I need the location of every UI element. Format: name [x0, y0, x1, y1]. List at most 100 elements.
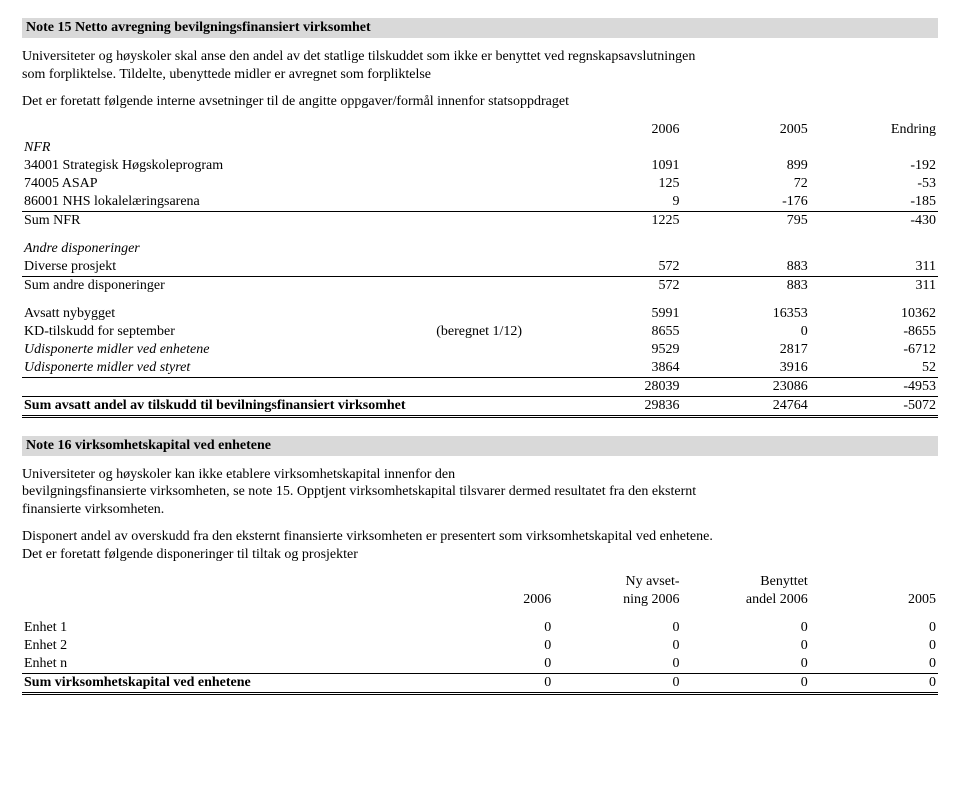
cell-mid — [434, 359, 553, 378]
row-label: Udisponerte midler ved enhetene — [22, 341, 434, 359]
cell: 9529 — [553, 341, 681, 359]
table-row: Enhet 2 0 0 0 0 — [22, 637, 938, 655]
andre-sum-row: Sum andre disponeringer 572 883 311 — [22, 276, 938, 295]
cell: 0 — [553, 674, 681, 694]
cell: 52 — [810, 359, 938, 378]
cell: 572 — [553, 276, 681, 295]
nfr-sum-row: Sum NFR 1225 795 -430 — [22, 211, 938, 230]
note16-para2b: Det er foretatt følgende disponeringer t… — [22, 547, 358, 562]
cell: 0 — [810, 637, 938, 655]
col-benyttet-b: andel 2006 — [682, 591, 810, 609]
avsatt-total-row: Sum avsatt andel av tilskudd til bevilni… — [22, 396, 938, 416]
row-label: 74005 ASAP — [22, 175, 434, 193]
cell: -5072 — [810, 396, 938, 416]
cell: -185 — [810, 193, 938, 212]
note16-para2a: Disponert andel av overskudd fra den eks… — [22, 529, 713, 544]
note15-para1: Universiteter og høyskoler skal anse den… — [22, 48, 938, 83]
cell: 311 — [810, 276, 938, 295]
andre-heading: Andre disponeringer — [22, 240, 434, 258]
table-row: 34001 Strategisk Høgskoleprogram 1091 89… — [22, 157, 938, 175]
row-label: Sum NFR — [22, 211, 434, 230]
cell: 883 — [682, 276, 810, 295]
cell-mid — [434, 341, 553, 359]
table-row: 86001 NHS lokalelæringsarena 9 -176 -185 — [22, 193, 938, 212]
note16-header-row2: 2006 ning 2006 andel 2006 2005 — [22, 591, 938, 609]
cell: 1091 — [553, 157, 681, 175]
cell: 572 — [553, 258, 681, 277]
table-row: Udisponerte midler ved styret 3864 3916 … — [22, 359, 938, 378]
cell: 0 — [553, 655, 681, 674]
cell: 3864 — [553, 359, 681, 378]
cell: -4953 — [810, 377, 938, 396]
cell: 0 — [810, 619, 938, 637]
cell: -176 — [682, 193, 810, 212]
row-label: Udisponerte midler ved styret — [22, 359, 434, 378]
row-label: Sum andre disponeringer — [22, 276, 434, 295]
cell: 0 — [810, 655, 938, 674]
cell: 3916 — [682, 359, 810, 378]
cell: 0 — [682, 619, 810, 637]
table-row: Enhet 1 0 0 0 0 — [22, 619, 938, 637]
cell: 10362 — [810, 305, 938, 323]
cell: -430 — [810, 211, 938, 230]
note16-header-row1: Ny avset- Benyttet — [22, 573, 938, 591]
row-label: 86001 NHS lokalelæringsarena — [22, 193, 434, 212]
row-label: Enhet 2 — [22, 637, 425, 655]
row-label: Avsatt nybygget — [22, 305, 434, 323]
table-row: 74005 ASAP 125 72 -53 — [22, 175, 938, 193]
col-nyavset-b: ning 2006 — [553, 591, 681, 609]
col-2006: 2006 — [553, 121, 681, 139]
note16-para1a: Universiteter og høyskoler kan ikke etab… — [22, 467, 455, 482]
cell: 24764 — [682, 396, 810, 416]
note16-sum-row: Sum virksomhetskapital ved enhetene 0 0 … — [22, 674, 938, 694]
cell: 795 — [682, 211, 810, 230]
cell: 0 — [425, 619, 553, 637]
table-row: Avsatt nybygget 5991 16353 10362 — [22, 305, 938, 323]
cell: 0 — [682, 674, 810, 694]
avsatt-subtotal-row: 28039 23086 -4953 — [22, 377, 938, 396]
note16-para1: Universiteter og høyskoler kan ikke etab… — [22, 466, 938, 519]
row-label: Diverse prosjekt — [22, 258, 434, 277]
col-endring: Endring — [810, 121, 938, 139]
note15-para2: Det er foretatt følgende interne avsetni… — [22, 93, 938, 111]
note16-para1b: bevilgningsfinansierte virksomheten, se … — [22, 484, 696, 499]
cell: 1225 — [553, 211, 681, 230]
cell: 16353 — [682, 305, 810, 323]
cell: 0 — [682, 655, 810, 674]
cell: -192 — [810, 157, 938, 175]
note16-para1c: finansierte virksomheten. — [22, 502, 164, 517]
cell: 0 — [425, 674, 553, 694]
cell-mid — [434, 305, 553, 323]
row-label: Enhet n — [22, 655, 425, 674]
row-label: Enhet 1 — [22, 619, 425, 637]
cell: 0 — [682, 637, 810, 655]
row-label: Sum avsatt andel av tilskudd til bevilni… — [22, 396, 553, 416]
cell: 125 — [553, 175, 681, 193]
cell-mid: (beregnet 1/12) — [434, 323, 553, 341]
row-label: 34001 Strategisk Høgskoleprogram — [22, 157, 434, 175]
cell: 23086 — [682, 377, 810, 396]
col-nyavset-a: Ny avset- — [553, 573, 681, 591]
cell: 0 — [682, 323, 810, 341]
cell: 0 — [810, 674, 938, 694]
cell: -6712 — [810, 341, 938, 359]
nfr-heading-row: NFR — [22, 139, 938, 157]
cell: 0 — [425, 637, 553, 655]
row-label: KD-tilskudd for september — [22, 323, 434, 341]
cell: 899 — [682, 157, 810, 175]
table-row: Enhet n 0 0 0 0 — [22, 655, 938, 674]
note15-para1b: som forpliktelse. Tildelte, ubenyttede m… — [22, 67, 431, 82]
cell: 5991 — [553, 305, 681, 323]
note15-table: 2006 2005 Endring NFR 34001 Strategisk H… — [22, 121, 938, 418]
col-2006: 2006 — [425, 591, 553, 609]
col-2005: 2005 — [810, 591, 938, 609]
row-label: Sum virksomhetskapital ved enhetene — [22, 674, 425, 694]
note16-para2: Disponert andel av overskudd fra den eks… — [22, 528, 938, 563]
cell: 0 — [553, 619, 681, 637]
cell: 0 — [425, 655, 553, 674]
note15-header: Note 15 Netto avregning bevilgningsfinan… — [22, 18, 938, 38]
andre-heading-row: Andre disponeringer — [22, 240, 938, 258]
cell: 2817 — [682, 341, 810, 359]
cell: 0 — [553, 637, 681, 655]
note15-header-row: 2006 2005 Endring — [22, 121, 938, 139]
